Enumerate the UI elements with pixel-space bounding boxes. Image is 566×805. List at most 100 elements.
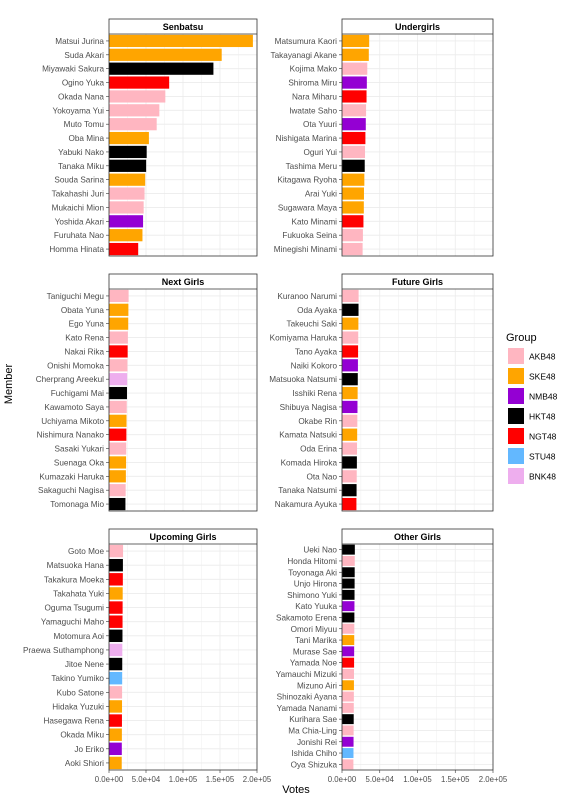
- y-tick-label: Suda Akari: [64, 51, 104, 60]
- bar: [109, 104, 160, 117]
- bar: [342, 702, 354, 713]
- y-tick-label: Matsuoka Natsumi: [269, 375, 337, 384]
- bar: [342, 567, 355, 578]
- panel-strip: [342, 19, 493, 34]
- y-tick-label: Matsuoka Hana: [47, 561, 105, 570]
- bar: [342, 736, 354, 747]
- bar: [109, 742, 122, 756]
- y-tick-label: Ma Chia-Ling: [288, 726, 337, 735]
- panel-upcoming-girls: Upcoming Girls Goto Moe Matsuoka Hana Takak…: [23, 528, 272, 784]
- bar: [109, 331, 128, 344]
- bar: [109, 201, 144, 214]
- bar: [109, 242, 139, 256]
- legend-key: [508, 408, 524, 424]
- bar: [342, 90, 367, 103]
- bar: [342, 612, 355, 623]
- y-tick-label: Omori Miyuu: [291, 625, 338, 634]
- bar: [109, 48, 222, 61]
- bar: [109, 145, 147, 159]
- y-tick-label: Ueki Nao: [303, 546, 337, 555]
- y-tick-label: Jitoe Nene: [65, 660, 105, 669]
- bar: [109, 671, 123, 685]
- bar: [342, 187, 364, 200]
- legend-key: [508, 368, 524, 384]
- y-tick-label: Kumazaki Haruka: [39, 472, 104, 481]
- x-axis-label: Votes: [282, 784, 310, 796]
- y-tick-label: Fukuoka Seina: [282, 231, 337, 240]
- y-tick-label: Takahashi Juri: [52, 190, 105, 199]
- y-tick-label: Yokoyama Yui: [53, 106, 105, 115]
- bar: [109, 573, 123, 586]
- panel-border: [108, 18, 258, 257]
- bar: [109, 229, 143, 242]
- panel-strip: [109, 274, 257, 289]
- y-tick-label: Komiyama Haruka: [270, 334, 338, 343]
- legend-label: AKB48: [529, 352, 556, 362]
- y-tick-label: Jonishi Rei: [297, 738, 337, 747]
- y-tick-label: Onishi Momoka: [47, 361, 104, 370]
- y-tick-label: Sugawara Maya: [278, 203, 338, 212]
- x-tick-label: 5.0e+04: [366, 775, 395, 784]
- x-gridlines: [341, 544, 494, 770]
- y-tick-label: Nishimura Nanako: [37, 431, 105, 440]
- y-tick-label: Ego Yuna: [69, 320, 105, 329]
- x-tick-label: 5.0e+04: [132, 775, 161, 784]
- bar: [342, 484, 357, 497]
- y-tick-label: Ogino Yuka: [62, 79, 105, 88]
- bar: [109, 615, 123, 628]
- legend-title: Group: [506, 332, 537, 344]
- panel-next-girls: Next Girls Taniguchi Megu Obata Yuna Ego Yu…: [36, 273, 258, 512]
- y-tick-label: Matsumura Kaori: [275, 37, 338, 46]
- y-tick-label: Jo Eriko: [74, 745, 104, 754]
- bar: [109, 456, 127, 469]
- y-tick-label: Fuchigami Mai: [51, 389, 104, 398]
- bar: [109, 400, 127, 414]
- y-tick-label: Kato Minami: [291, 217, 337, 226]
- y-tick-label: Furuhata Nao: [54, 231, 105, 240]
- y-tick-label: Aoki Shiori: [65, 759, 104, 768]
- bar: [342, 131, 366, 145]
- bar: [342, 623, 355, 634]
- bar: [109, 90, 166, 103]
- panel-border: [108, 273, 258, 512]
- y-tick-label: Ishida Chiho: [291, 749, 337, 758]
- bar: [109, 173, 146, 186]
- y-tick-label: Takahata Yuki: [53, 589, 104, 598]
- bar: [109, 215, 144, 228]
- y-tick-label: Takeuchi Saki: [286, 320, 337, 329]
- bar: [342, 201, 364, 214]
- y-tick-label: Shibuya Nagisa: [280, 403, 338, 412]
- y-tick-label: Mizuno Airi: [297, 681, 337, 690]
- y-tick-label: Oba Mina: [69, 134, 105, 143]
- y-tick-label: Tanaka Miku: [58, 162, 104, 171]
- y-tick-label: Shimono Yuki: [287, 591, 337, 600]
- bar: [342, 668, 355, 679]
- bar: [109, 118, 157, 131]
- panel-other-girls: Other Girls Ueki Nao Honda Hitomi Toyonaga …: [276, 528, 508, 784]
- bar: [342, 601, 355, 612]
- panel-title: Senbatsu: [163, 22, 204, 32]
- x-tick-label: 1.5e+05: [206, 775, 235, 784]
- y-tick-label: Isshiki Rena: [292, 389, 337, 398]
- y-tick-label: Yamada Nanami: [277, 704, 338, 713]
- bar: [109, 700, 123, 713]
- y-tick-label: Mukaichi Mion: [52, 203, 105, 212]
- x-tick-label: 2.0e+05: [243, 775, 272, 784]
- panel-border: [341, 18, 494, 257]
- panel-strip: [342, 274, 493, 289]
- y-tick-label: Sakamoto Erena: [276, 613, 337, 622]
- bar: [109, 484, 126, 497]
- y-tick-label: Motomura Aoi: [53, 632, 104, 641]
- panel-future-girls: Future Girls Kuranoo Narumi Oda Ayaka Takeu…: [269, 273, 494, 512]
- y-tick-label: Miyawaki Sakura: [42, 65, 104, 74]
- legend-key: [508, 468, 524, 484]
- bar: [342, 555, 355, 566]
- bar: [109, 686, 123, 699]
- bar: [109, 601, 123, 614]
- bar: [109, 131, 149, 145]
- bar: [109, 345, 128, 358]
- x-tick-label: 1.5e+05: [441, 775, 470, 784]
- bar: [342, 289, 359, 303]
- bar: [109, 159, 147, 172]
- bar: [342, 145, 366, 159]
